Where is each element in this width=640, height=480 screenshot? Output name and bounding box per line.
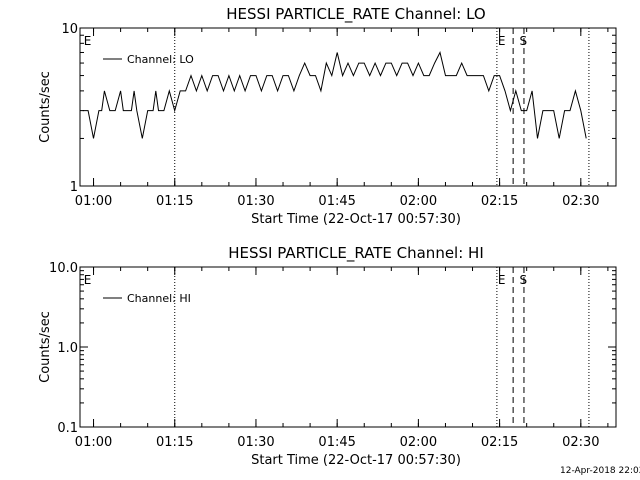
x-tick-label: 01:30 — [237, 435, 274, 450]
flag-label: S — [520, 273, 528, 287]
chart-title: HESSI PARTICLE_RATE Channel: HI — [228, 244, 484, 263]
flag-label: E — [498, 273, 506, 287]
x-tick-label: 01:45 — [318, 194, 355, 209]
x-tick-label: 01:30 — [237, 194, 274, 209]
y-tick-label: 1 — [70, 180, 78, 195]
y-axis-label: Counts/sec — [38, 311, 53, 383]
y-tick-label: 1.0 — [57, 341, 78, 356]
footer-date: 12-Apr-2018 22:02 — [560, 466, 640, 476]
y-axis-label: Counts/sec — [38, 71, 53, 143]
y-tick-label: 10 — [61, 22, 78, 37]
plot-frame — [79, 266, 617, 428]
panel-2: HESSI PARTICLE_RATE Channel: HI 0.1 1.0 10.… — [38, 244, 617, 468]
y-tick-label: 0.1 — [57, 421, 78, 436]
x-tick-label: 02:00 — [400, 435, 437, 450]
legend-entry: Channel: HI — [127, 292, 191, 305]
chart-title: HESSI PARTICLE_RATE Channel: LO — [226, 5, 485, 24]
x-tick-label: 02:15 — [481, 194, 518, 209]
flag-label: E — [498, 34, 506, 48]
x-tick-label: 01:00 — [75, 435, 112, 450]
x-tick-label: 02:15 — [481, 435, 518, 450]
x-tick-label: 02:00 — [400, 194, 437, 209]
x-tick-label: 02:30 — [562, 435, 599, 450]
legend-entry: Channel: LO — [127, 53, 194, 66]
x-tick-label: 01:45 — [318, 435, 355, 450]
x-axis-label: Start Time (22-Oct-17 00:57:30) — [251, 453, 461, 468]
plot-frame — [79, 27, 617, 187]
y-tick-label: 10.0 — [49, 261, 78, 276]
flag-label: S — [520, 34, 528, 48]
x-tick-label: 02:30 — [562, 194, 599, 209]
flag-label: E — [84, 273, 92, 287]
flag-label: E — [84, 34, 92, 48]
x-axis-label: Start Time (22-Oct-17 00:57:30) — [251, 212, 461, 227]
series-line-channel-lo — [82, 51, 587, 139]
x-tick-label: 01:15 — [156, 435, 193, 450]
x-tick-label: 01:00 — [75, 194, 112, 209]
x-tick-label: 01:15 — [156, 194, 193, 209]
panel-1: HESSI PARTICLE_RATE Channel: LO 1 10 01:00 0… — [38, 5, 617, 227]
